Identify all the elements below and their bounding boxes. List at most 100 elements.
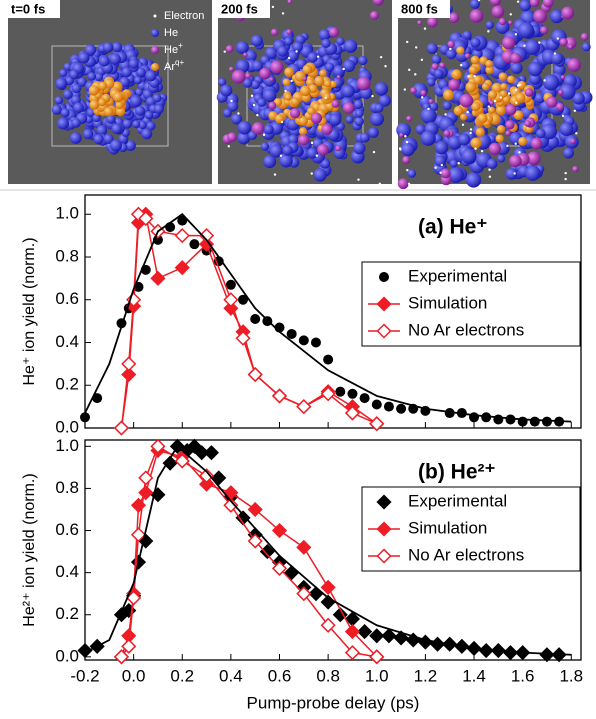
y-tick-label: 0.2 [55,375,79,394]
he-atom [220,84,233,97]
he-atom [426,77,436,87]
x-tick-label: -0.2 [70,666,99,685]
electron [295,50,298,53]
he-ion [335,145,341,152]
he-ion [489,0,501,6]
snapshot: 800 fs [396,0,593,190]
he-atom [400,142,415,157]
he-ion [469,9,484,23]
data-point [138,485,154,501]
data-point [121,638,137,654]
data-point [444,408,455,419]
ar-ion [308,84,318,94]
ar-ion [487,90,498,100]
legend-marker [379,272,389,282]
he-ion [286,29,292,35]
electron [509,13,512,16]
ar-ion [290,97,300,107]
data-point [174,228,190,244]
he-ion [502,36,516,50]
he-ion [331,99,340,108]
he-atom [110,139,122,152]
he-atom [136,67,146,78]
electron [469,128,473,131]
he-atom [257,98,267,107]
snapshot-label: t=0 fs [11,1,45,16]
ar-ion [481,82,490,91]
he-atom [111,41,123,53]
legend-label: Experimental [408,266,507,285]
he-ion [399,132,404,138]
data-point [126,590,142,606]
he-ion [420,89,427,97]
he-ion [564,36,577,50]
data-point [296,539,312,555]
legend-symbol [153,14,157,18]
chart-title: (a) He⁺ [418,216,487,239]
he-ion [558,89,564,96]
he-atom [93,133,104,145]
he-atom [73,102,84,113]
snapshot-label: 800 fs [401,1,438,16]
electron [342,67,345,71]
data-point [359,393,370,404]
ar-ion [98,81,108,91]
data-point [310,337,321,348]
he-ion [448,12,460,24]
data-point [199,228,215,244]
electron [357,178,360,181]
he-ion [505,130,511,137]
he-atom [550,9,564,24]
data-point [320,579,336,595]
he-ion [524,88,534,97]
data-point [213,256,224,267]
ar-ion [323,92,331,101]
legend-marker [376,323,392,339]
data-point [271,388,288,404]
data-point [320,617,336,633]
data-point [113,649,130,665]
he-atom [353,141,366,155]
plot-frame [84,439,582,661]
he-atom [495,20,510,34]
data-point [541,416,552,427]
ar-ion [477,113,488,124]
legend-label: No Ar electrons [408,320,524,339]
ar-ion [495,105,506,116]
data-point [393,630,409,646]
he-ion [410,87,417,94]
he-ion [298,134,310,146]
electron [237,112,240,115]
legend-label: No Ar electrons [408,545,524,564]
legend-symbol [151,29,159,37]
ar-ion [473,75,483,85]
legend-symbol [151,46,159,54]
he-ion [560,75,566,80]
he-ion [287,0,293,4]
ar-ion [507,75,516,84]
he-ion [459,93,474,108]
snapshot-label: 200 fs [221,1,258,16]
he-ion [227,132,237,142]
y-tick-label: 0.0 [55,417,79,436]
y-tick-label: 0.6 [55,520,79,539]
electron [379,55,383,59]
ar-ion [282,78,291,87]
electron [506,144,509,148]
he-atom [94,72,104,82]
y-tick-label: 0.4 [55,332,79,351]
electron [556,37,560,40]
he-atom [138,120,147,130]
he-atom [415,124,426,135]
he-atom [128,58,139,69]
he-atom [69,132,82,144]
electron [469,131,472,135]
electron [406,168,409,172]
electron [460,63,463,67]
he-atom [244,49,257,62]
he-atom [486,158,498,170]
data-point [369,416,385,432]
electron [403,88,407,91]
ar-ion [499,90,508,98]
